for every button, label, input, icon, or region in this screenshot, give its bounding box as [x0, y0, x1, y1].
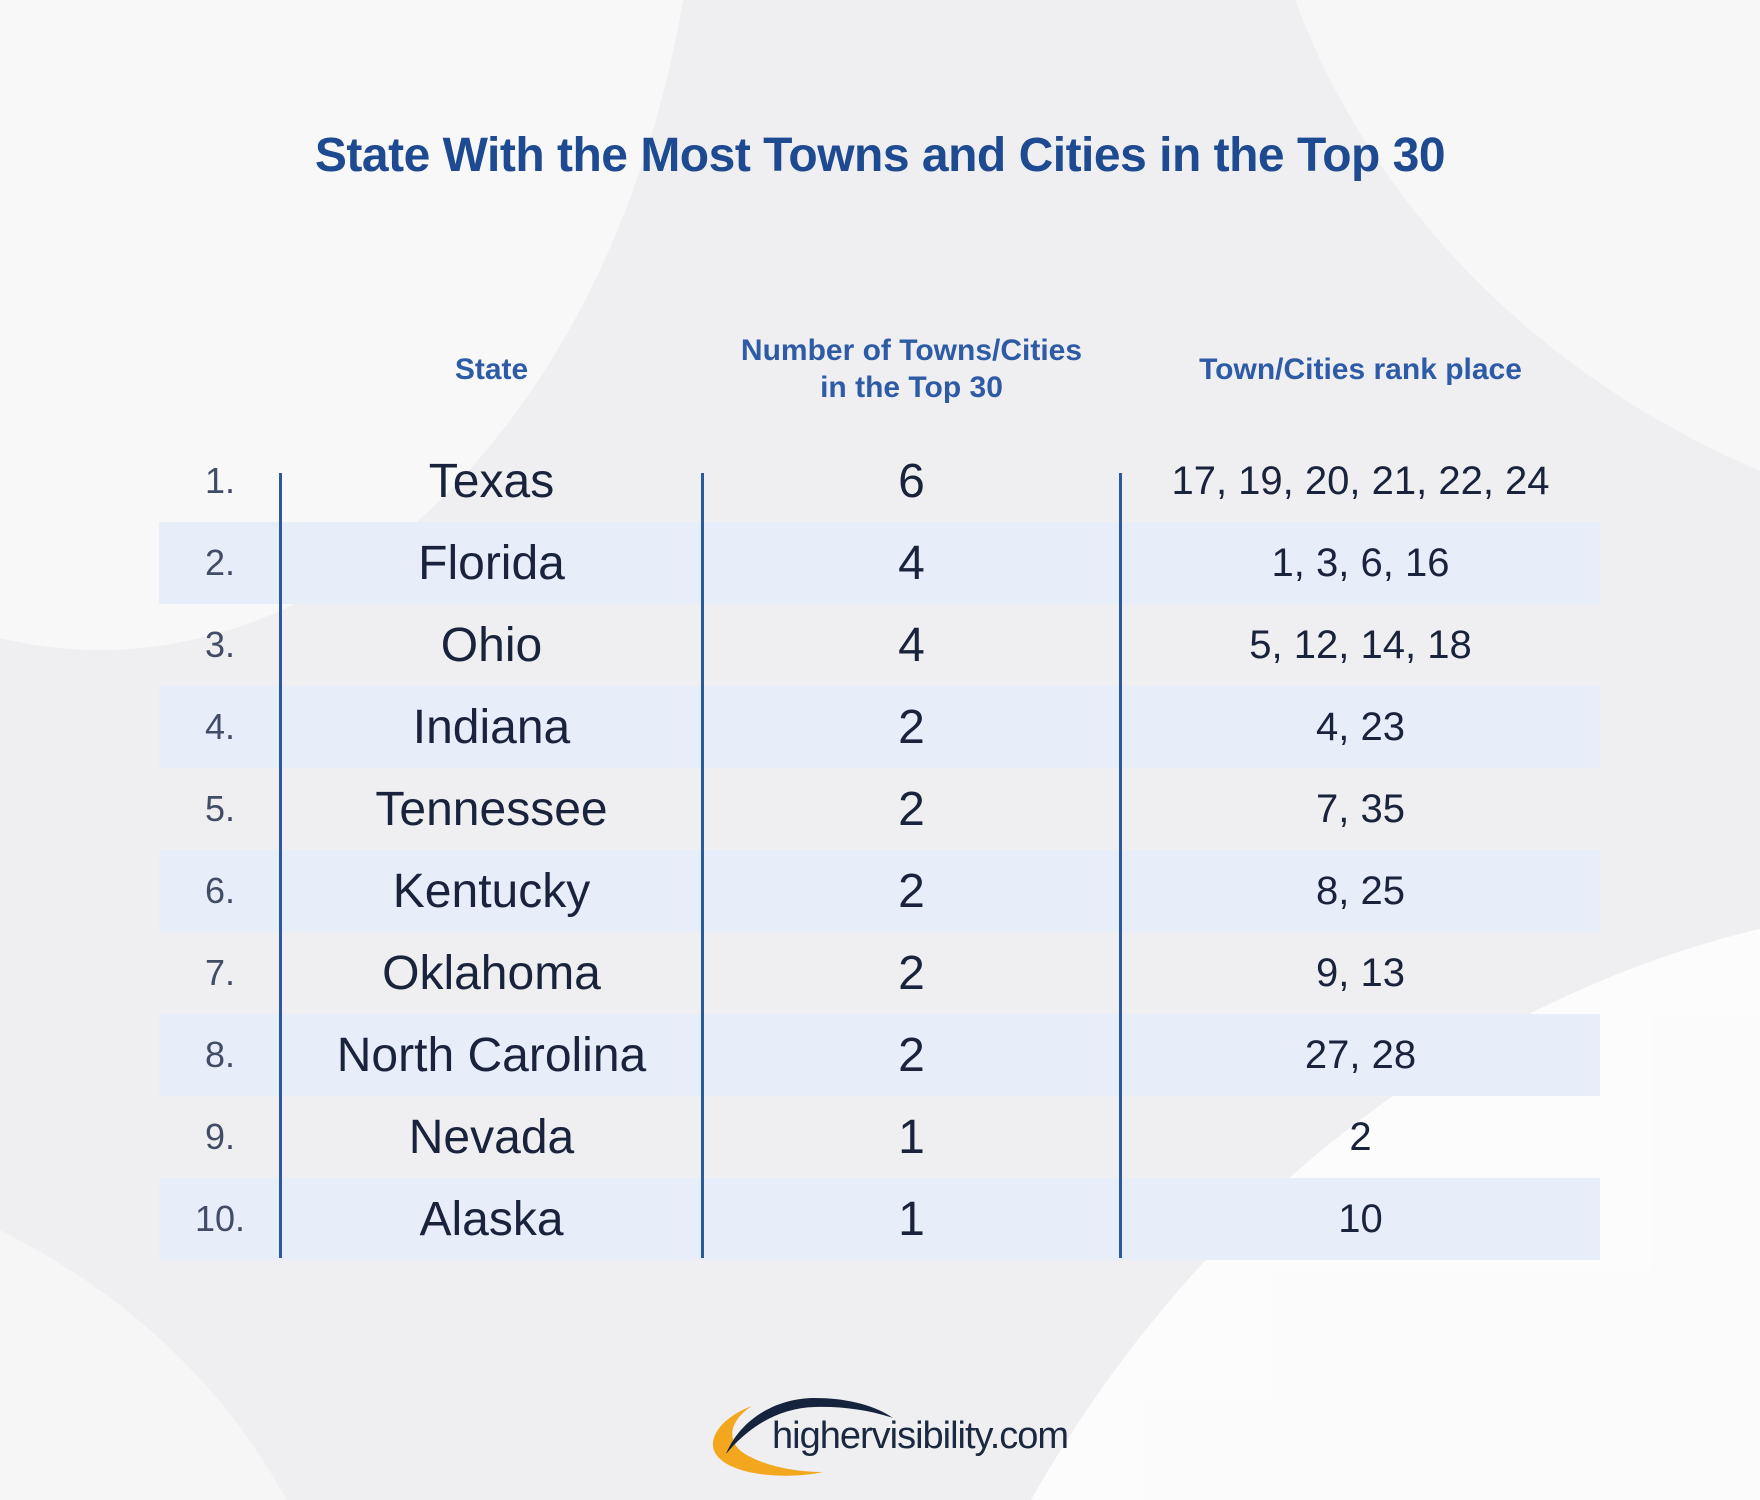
table-body: 1. Texas 6 17, 19, 20, 21, 22, 24 2. Flo… — [159, 440, 1600, 1260]
column-divider-2 — [701, 473, 704, 1258]
table-row: 2. Florida 4 1, 3, 6, 16 — [159, 522, 1600, 604]
column-divider-3 — [1119, 473, 1122, 1258]
row-rank-number: 6. — [204, 870, 236, 911]
table-row: 7. Oklahoma 2 9, 13 — [159, 932, 1600, 1014]
row-state-name: Oklahoma — [382, 946, 601, 1000]
row-rank-number: 9. — [204, 1116, 236, 1157]
row-town-count: 1 — [898, 1110, 925, 1164]
row-state-name: Texas — [428, 454, 555, 508]
row-rank-places: 9, 13 — [1316, 950, 1405, 995]
row-state-name: North Carolina — [336, 1028, 647, 1082]
row-rank-places: 2 — [1349, 1114, 1372, 1159]
row-town-count: 4 — [898, 618, 925, 672]
table-header-row: State Number of Towns/Cities in the Top … — [159, 300, 1600, 440]
page-title: State With the Most Towns and Cities in … — [314, 129, 1446, 182]
row-state-name: Kentucky — [392, 864, 591, 918]
row-town-count: 2 — [898, 782, 925, 836]
row-rank-number: 2. — [204, 542, 236, 583]
logo: highervisibility.com — [0, 1385, 1760, 1485]
row-rank-places: 8, 25 — [1316, 868, 1405, 913]
row-state-name: Ohio — [440, 618, 543, 672]
table-row: 9. Nevada 1 2 — [159, 1096, 1600, 1178]
table-row: 3. Ohio 4 5, 12, 14, 18 — [159, 604, 1600, 686]
column-header-state: State — [281, 352, 702, 389]
row-rank-number: 7. — [204, 952, 236, 993]
row-town-count: 2 — [898, 864, 925, 918]
row-rank-places: 17, 19, 20, 21, 22, 24 — [1171, 458, 1550, 503]
logo-text: highervisibility.com — [772, 1415, 1069, 1457]
row-state-name: Nevada — [408, 1110, 575, 1164]
row-rank-places: 27, 28 — [1304, 1032, 1417, 1077]
row-rank-places: 4, 23 — [1316, 704, 1405, 749]
row-state-name: Florida — [418, 536, 565, 590]
row-state-name: Alaska — [419, 1192, 564, 1246]
table-row: 5. Tennessee 2 7, 35 — [159, 768, 1600, 850]
row-town-count: 2 — [898, 1028, 925, 1082]
table-row: 8. North Carolina 2 27, 28 — [159, 1014, 1600, 1096]
row-town-count: 6 — [898, 454, 925, 508]
row-rank-number: 1. — [204, 460, 236, 501]
row-rank-places: 5, 12, 14, 18 — [1249, 622, 1472, 667]
row-rank-number: 8. — [204, 1034, 236, 1075]
row-town-count: 2 — [898, 700, 925, 754]
swoosh-icon — [712, 1398, 893, 1476]
row-rank-number: 4. — [204, 706, 236, 747]
table-row: 4. Indiana 2 4, 23 — [159, 686, 1600, 768]
column-header-count: Number of Towns/Cities in the Top 30 — [702, 333, 1121, 406]
column-header-places-label: Town/Cities rank place — [1199, 352, 1522, 386]
row-state-name: Indiana — [412, 700, 571, 754]
row-rank-number: 3. — [204, 624, 236, 665]
row-town-count: 2 — [898, 946, 925, 1000]
row-rank-places: 1, 3, 6, 16 — [1271, 540, 1450, 585]
column-divider-1 — [279, 473, 282, 1258]
table-row: 6. Kentucky 2 8, 25 — [159, 850, 1600, 932]
table-row: 10. Alaska 1 10 — [159, 1178, 1600, 1260]
table-row: 1. Texas 6 17, 19, 20, 21, 22, 24 — [159, 440, 1600, 522]
row-rank-places: 10 — [1338, 1196, 1383, 1241]
row-town-count: 4 — [898, 536, 925, 590]
row-rank-places: 7, 35 — [1316, 786, 1405, 831]
rankings-table: State Number of Towns/Cities in the Top … — [159, 300, 1600, 1260]
column-header-places: Town/Cities rank place — [1121, 352, 1600, 389]
row-town-count: 1 — [898, 1192, 925, 1246]
row-rank-number: 10. — [194, 1198, 246, 1239]
column-header-count-label: Number of Towns/Cities in the Top 30 — [740, 334, 1083, 404]
row-rank-number: 5. — [204, 788, 236, 829]
column-header-state-label: State — [454, 352, 529, 386]
row-state-name: Tennessee — [375, 782, 608, 836]
